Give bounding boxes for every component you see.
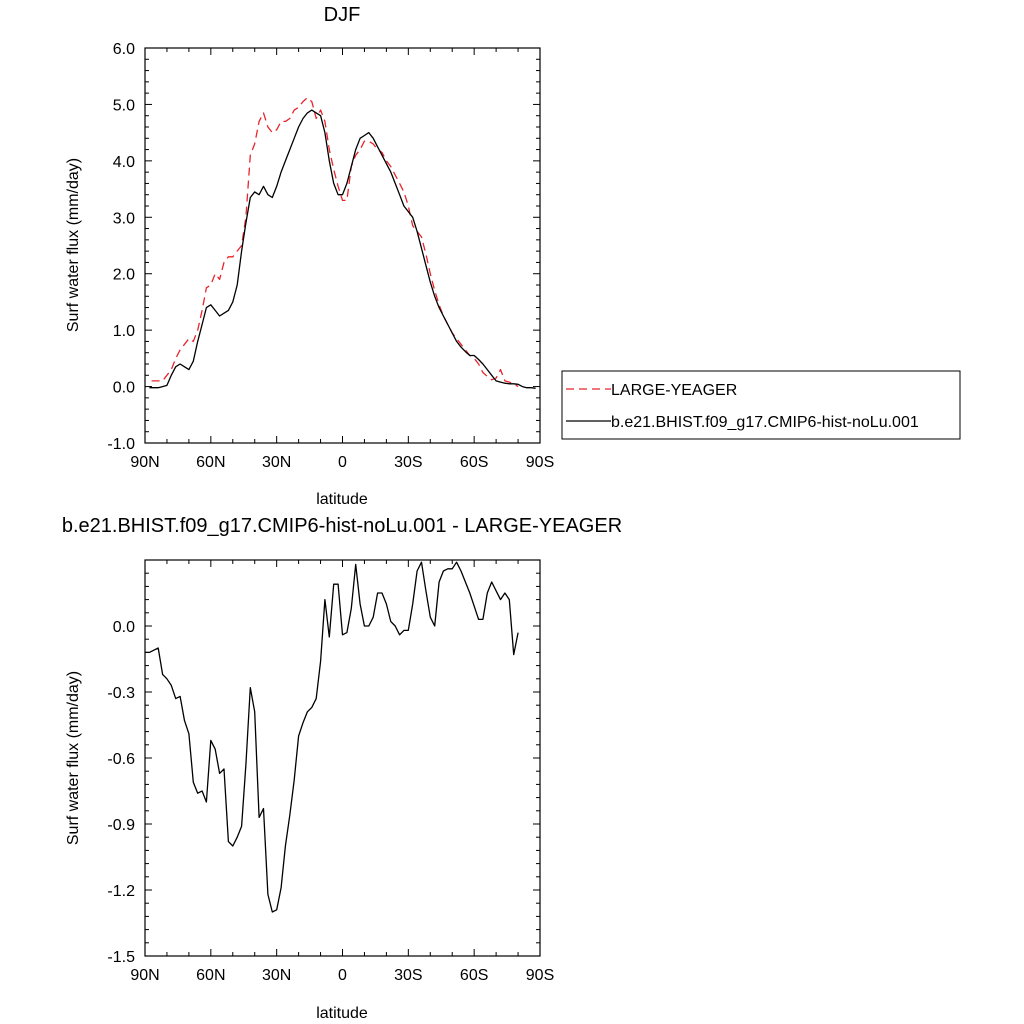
panel-difference: b.e21.BHIST.f09_g17.CMIP6-hist-noLu.001 … [62, 515, 622, 1022]
y-tick-label: 3.0 [113, 210, 135, 227]
series-line-1-0 [145, 561, 519, 913]
legend-entry-large-yeager: LARGE-YEAGER [611, 382, 737, 399]
x-tick-label: 60N [196, 967, 225, 984]
plot-frame [144, 559, 541, 957]
x-tick-label: 30S [394, 454, 422, 471]
y-tick-label: -1.2 [107, 883, 135, 900]
x-tick-label: 60S [460, 967, 488, 984]
y-tick-label: -0.9 [107, 817, 135, 834]
y-tick-label: 0.0 [113, 380, 135, 397]
x-axis-label: latitude [316, 491, 368, 508]
x-tick-label: 0 [338, 967, 347, 984]
plot-frame [144, 47, 541, 444]
x-tick-label: 90N [130, 967, 159, 984]
legend: LARGE-YEAGER b.e21.BHIST.f09_g17.CMIP6-h… [561, 370, 961, 440]
y-tick-label: -1.5 [107, 949, 135, 966]
chart-title: b.e21.BHIST.f09_g17.CMIP6-hist-noLu.001 … [62, 515, 622, 537]
legend-box [561, 370, 961, 440]
x-tick-label: 90N [130, 454, 159, 471]
y-axis-label: Surf water flux (mm/day) [65, 671, 82, 845]
series-line-0-1 [149, 109, 536, 389]
y-tick-label: 0.0 [113, 619, 135, 636]
panel-djf: DJF Surf water flux (mm/day) latitude 90… [65, 4, 554, 508]
y-tick-label: -0.3 [107, 685, 135, 702]
x-tick-label: 60S [460, 454, 488, 471]
y-tick-label: 2.0 [113, 267, 135, 284]
y-tick-label: -0.6 [107, 751, 135, 768]
x-tick-label: 60N [196, 454, 225, 471]
x-tick-label: 90S [526, 967, 554, 984]
x-axis-label: latitude [316, 1005, 368, 1022]
y-tick-label: 6.0 [113, 41, 135, 58]
x-tick-label: 30N [262, 454, 291, 471]
y-tick-label: -1.0 [107, 436, 135, 453]
x-tick-label: 90S [526, 454, 554, 471]
legend-entry-hist-nolu: b.e21.BHIST.f09_g17.CMIP6-hist-noLu.001 [611, 414, 919, 431]
y-tick-label: 1.0 [113, 323, 135, 340]
y-tick-label: 4.0 [113, 154, 135, 171]
y-tick-label: 5.0 [113, 97, 135, 114]
y-axis-label: Surf water flux (mm/day) [65, 158, 82, 332]
x-tick-label: 30S [394, 967, 422, 984]
series-line-0-0 [151, 97, 519, 388]
x-tick-label: 30N [262, 967, 291, 984]
chart-title: DJF [324, 4, 361, 26]
x-tick-label: 0 [338, 454, 347, 471]
